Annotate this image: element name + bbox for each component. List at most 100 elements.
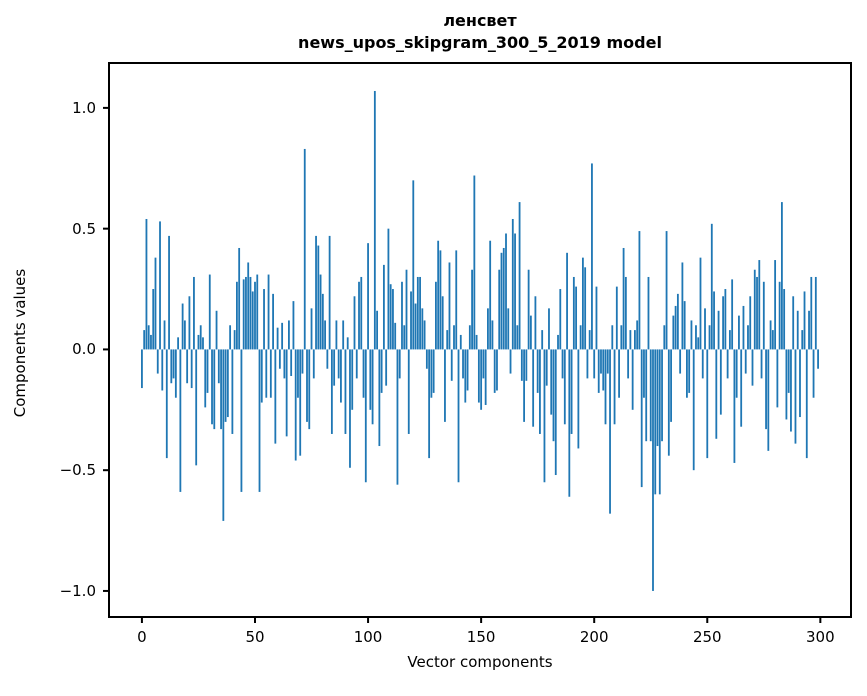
y-tick-label: 0.5	[72, 219, 96, 238]
bar	[572, 276, 575, 350]
bar	[319, 274, 322, 350]
bar	[364, 349, 367, 483]
bar	[462, 349, 464, 379]
bar	[172, 349, 175, 379]
bar	[667, 349, 670, 456]
bar	[511, 218, 514, 350]
bar	[624, 276, 627, 350]
bar	[245, 276, 247, 350]
bar	[376, 310, 379, 350]
bar	[211, 349, 213, 425]
bar	[692, 349, 695, 471]
bar	[812, 349, 815, 398]
bar	[742, 305, 745, 350]
bar	[396, 349, 399, 485]
bar	[810, 276, 813, 350]
bar	[294, 349, 297, 461]
bar	[457, 349, 460, 483]
plot-area	[103, 62, 852, 623]
bar	[618, 349, 620, 398]
bar	[378, 349, 381, 447]
bar	[380, 349, 383, 393]
x-tick-label: 0	[137, 628, 147, 646]
bar	[584, 267, 587, 350]
bar	[421, 308, 424, 350]
bar	[161, 349, 164, 391]
bar	[263, 289, 265, 350]
y-tick-label: 0.0	[72, 340, 96, 359]
bar	[561, 349, 564, 379]
bar	[604, 349, 607, 425]
bar	[168, 235, 170, 350]
bar	[159, 221, 161, 350]
bar	[428, 349, 431, 459]
bar	[509, 349, 512, 374]
bar	[717, 310, 720, 350]
bar	[475, 334, 478, 350]
bar	[686, 349, 688, 398]
chart-subtitle: news_upos_skipgram_300_5_2019 model	[298, 33, 662, 52]
bar	[661, 349, 663, 442]
bar	[468, 325, 471, 350]
bar	[233, 330, 236, 350]
bar	[670, 349, 672, 422]
bar	[505, 233, 507, 350]
bar	[299, 349, 302, 456]
bar	[317, 245, 320, 350]
bar	[557, 334, 559, 350]
bar	[269, 349, 272, 398]
bar	[195, 349, 198, 466]
bar	[310, 308, 313, 350]
bar	[606, 349, 609, 374]
bar	[215, 310, 218, 350]
bar	[586, 349, 589, 379]
bar	[701, 349, 704, 379]
bar	[206, 349, 209, 393]
bar	[645, 349, 648, 442]
bar	[496, 349, 498, 391]
bar	[335, 320, 338, 350]
bar	[733, 349, 736, 463]
bar	[588, 330, 591, 350]
bar	[247, 262, 250, 350]
bar	[145, 218, 148, 350]
bar	[240, 349, 243, 492]
bar	[419, 276, 421, 350]
bar	[179, 349, 182, 492]
bar	[636, 320, 639, 350]
bar	[453, 325, 455, 350]
bar	[174, 349, 177, 398]
bar	[344, 349, 347, 434]
bar	[466, 349, 469, 391]
bar	[367, 243, 369, 350]
bar	[613, 349, 616, 425]
bar	[688, 349, 691, 393]
bar	[652, 349, 654, 591]
bar	[747, 325, 749, 350]
bar	[358, 281, 360, 350]
bar	[324, 320, 326, 350]
bar	[785, 349, 788, 420]
bar	[563, 349, 566, 425]
bar	[351, 349, 354, 410]
bar	[484, 349, 487, 405]
bar	[156, 349, 159, 374]
y-tick-label: 1.0	[72, 98, 96, 117]
bars-svg	[103, 62, 852, 623]
bar	[487, 308, 489, 350]
bar	[403, 325, 406, 350]
bar	[570, 349, 573, 434]
bar	[371, 349, 374, 425]
bar	[301, 349, 304, 374]
bar	[290, 349, 293, 376]
bar	[208, 274, 211, 350]
bar	[774, 260, 777, 350]
bar	[595, 286, 598, 350]
bar	[312, 349, 315, 379]
x-tick-label: 200	[579, 628, 609, 646]
bar	[728, 330, 731, 350]
bar	[315, 235, 317, 350]
bar	[193, 276, 195, 350]
bar	[459, 334, 462, 350]
